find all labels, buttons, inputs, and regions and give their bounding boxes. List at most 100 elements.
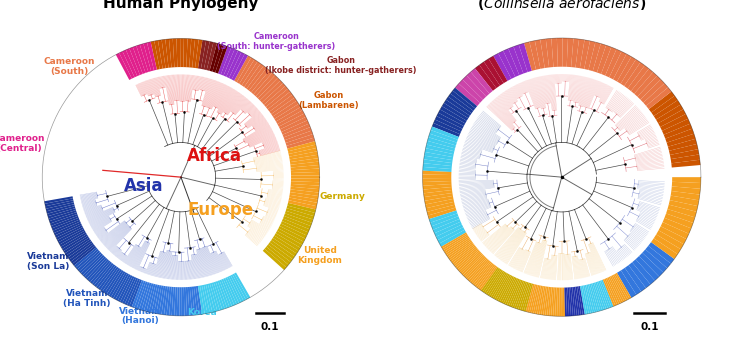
Wedge shape (152, 285, 160, 313)
Wedge shape (49, 212, 77, 224)
Wedge shape (183, 39, 188, 67)
Wedge shape (557, 38, 562, 67)
Wedge shape (492, 273, 508, 299)
Wedge shape (188, 287, 192, 316)
Wedge shape (113, 273, 129, 300)
Wedge shape (617, 270, 636, 298)
Wedge shape (613, 275, 628, 301)
Wedge shape (557, 288, 559, 316)
Wedge shape (284, 127, 311, 140)
Wedge shape (580, 286, 587, 314)
Wedge shape (92, 262, 112, 286)
Wedge shape (186, 39, 192, 67)
Wedge shape (593, 283, 602, 311)
Wedge shape (450, 90, 475, 111)
Wedge shape (601, 280, 614, 307)
Wedge shape (190, 287, 195, 315)
Wedge shape (477, 264, 495, 288)
Wedge shape (575, 287, 581, 315)
Wedge shape (425, 144, 455, 154)
Wedge shape (541, 39, 549, 68)
Wedge shape (483, 268, 500, 293)
Wedge shape (155, 40, 163, 69)
Wedge shape (134, 281, 146, 309)
Wedge shape (147, 42, 157, 71)
Wedge shape (498, 51, 515, 79)
Wedge shape (154, 285, 161, 314)
Wedge shape (276, 107, 302, 124)
Wedge shape (423, 184, 452, 190)
Wedge shape (496, 275, 511, 301)
Wedge shape (126, 49, 140, 76)
Wedge shape (488, 271, 504, 296)
Wedge shape (602, 279, 615, 307)
Wedge shape (615, 273, 631, 299)
Wedge shape (475, 65, 496, 91)
Wedge shape (561, 288, 563, 316)
Wedge shape (234, 56, 251, 82)
Wedge shape (289, 148, 317, 157)
Wedge shape (605, 49, 621, 77)
Wedge shape (553, 287, 556, 316)
Wedge shape (672, 182, 700, 189)
Text: Europe: Europe (187, 201, 253, 219)
Wedge shape (422, 171, 452, 175)
Wedge shape (505, 278, 518, 305)
Wedge shape (668, 139, 697, 151)
Wedge shape (144, 283, 154, 312)
Wedge shape (44, 196, 73, 204)
Wedge shape (273, 236, 299, 254)
Wedge shape (656, 105, 683, 123)
Wedge shape (74, 247, 97, 268)
Wedge shape (169, 287, 173, 315)
Wedge shape (122, 277, 136, 304)
Wedge shape (265, 247, 289, 267)
Wedge shape (664, 214, 693, 228)
Wedge shape (291, 179, 320, 182)
Wedge shape (72, 246, 97, 266)
Wedge shape (613, 54, 631, 82)
Wedge shape (448, 94, 474, 113)
Wedge shape (105, 269, 122, 294)
Wedge shape (66, 239, 91, 258)
Wedge shape (180, 39, 184, 67)
Wedge shape (287, 205, 315, 216)
Wedge shape (671, 154, 700, 163)
Wedge shape (546, 39, 553, 67)
Wedge shape (508, 46, 523, 75)
Wedge shape (599, 281, 610, 309)
Wedge shape (65, 238, 90, 255)
Wedge shape (100, 267, 118, 291)
Wedge shape (424, 155, 452, 163)
Wedge shape (562, 38, 568, 67)
Wedge shape (426, 202, 455, 212)
Wedge shape (290, 187, 319, 193)
Wedge shape (44, 198, 73, 206)
Wedge shape (621, 268, 641, 295)
Wedge shape (52, 218, 79, 231)
Wedge shape (189, 39, 195, 68)
Wedge shape (615, 273, 630, 300)
Wedge shape (422, 174, 452, 178)
Wedge shape (452, 245, 476, 265)
Wedge shape (549, 287, 553, 316)
Wedge shape (285, 131, 313, 143)
Wedge shape (547, 287, 552, 316)
Wedge shape (87, 258, 107, 280)
Wedge shape (226, 51, 241, 78)
Wedge shape (277, 110, 305, 127)
Wedge shape (480, 62, 500, 88)
Wedge shape (200, 285, 207, 314)
Wedge shape (284, 213, 312, 226)
Wedge shape (607, 277, 621, 304)
Wedge shape (159, 286, 165, 314)
Wedge shape (581, 286, 589, 314)
Wedge shape (670, 149, 699, 159)
Wedge shape (670, 196, 699, 206)
Wedge shape (291, 181, 320, 186)
Wedge shape (71, 244, 95, 264)
Wedge shape (279, 114, 306, 129)
Wedge shape (666, 209, 695, 223)
Wedge shape (434, 222, 462, 237)
Wedge shape (588, 284, 596, 312)
